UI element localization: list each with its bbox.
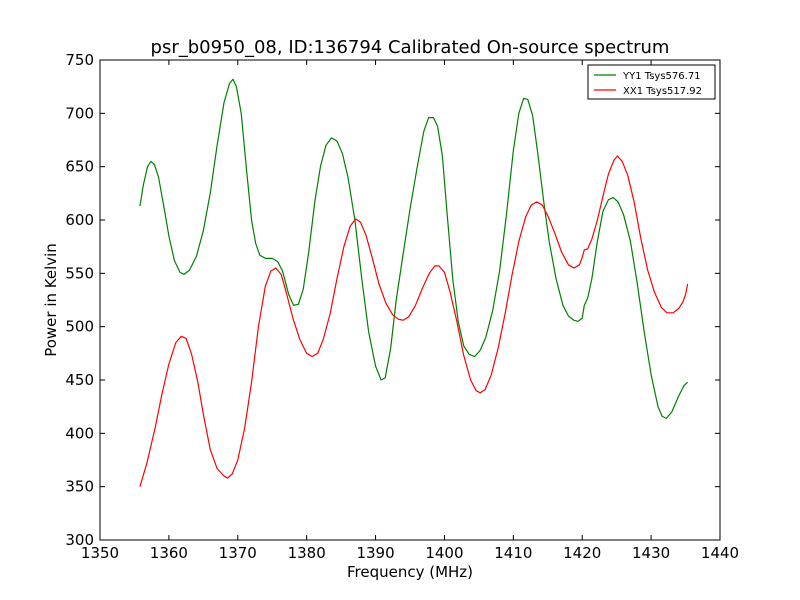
x-tick-label: 1420 xyxy=(563,544,601,562)
y-tick-label: 500 xyxy=(65,318,94,336)
y-tick-label: 650 xyxy=(65,158,94,176)
legend: YY1 Tsys576.71 XX1 Tsys517.92 xyxy=(587,64,716,100)
series-line-1 xyxy=(139,78,689,419)
series-layer xyxy=(139,78,689,487)
y-tick-label: 700 xyxy=(65,104,94,122)
legend-box xyxy=(587,64,716,100)
x-tick-label: 1360 xyxy=(150,544,188,562)
y-tick-label: 300 xyxy=(65,531,94,549)
y-tick-label: 750 xyxy=(65,51,94,69)
x-tick-label: 1350 xyxy=(81,544,119,562)
legend-label-1: YY1 Tsys576.71 xyxy=(622,71,701,82)
x-tick-label: 1410 xyxy=(494,544,532,562)
plot-frame xyxy=(99,59,721,541)
y-axis-label: Power in Kelvin xyxy=(42,243,60,357)
chart-title: psr_b0950_08, ID:136794 Calibrated On-so… xyxy=(151,37,670,58)
series-line-2 xyxy=(139,155,689,487)
x-tick-label: 1380 xyxy=(288,544,326,562)
x-tick-label: 1400 xyxy=(425,544,463,562)
y-tick-label: 450 xyxy=(65,371,94,389)
x-tick-label: 1390 xyxy=(356,544,394,562)
x-axis: 1350 1360 1370 1380 1390 1400 1410 1420 1430 1440 xyxy=(81,60,739,562)
x-tick-label: 1370 xyxy=(219,544,257,562)
y-tick-label: 550 xyxy=(65,264,94,282)
x-tick-label: 1440 xyxy=(701,544,739,562)
x-tick-label: 1430 xyxy=(632,544,670,562)
x-axis-label: Frequency (MHz) xyxy=(347,563,473,581)
y-tick-label: 400 xyxy=(65,424,94,442)
y-tick-label: 600 xyxy=(65,211,94,229)
y-tick-label: 350 xyxy=(65,478,94,496)
plot-area xyxy=(100,60,720,540)
y-axis: 300 350 400 450 500 550 600 650 700 750 xyxy=(65,51,720,549)
legend-label-2: XX1 Tsys517.92 xyxy=(623,86,702,97)
